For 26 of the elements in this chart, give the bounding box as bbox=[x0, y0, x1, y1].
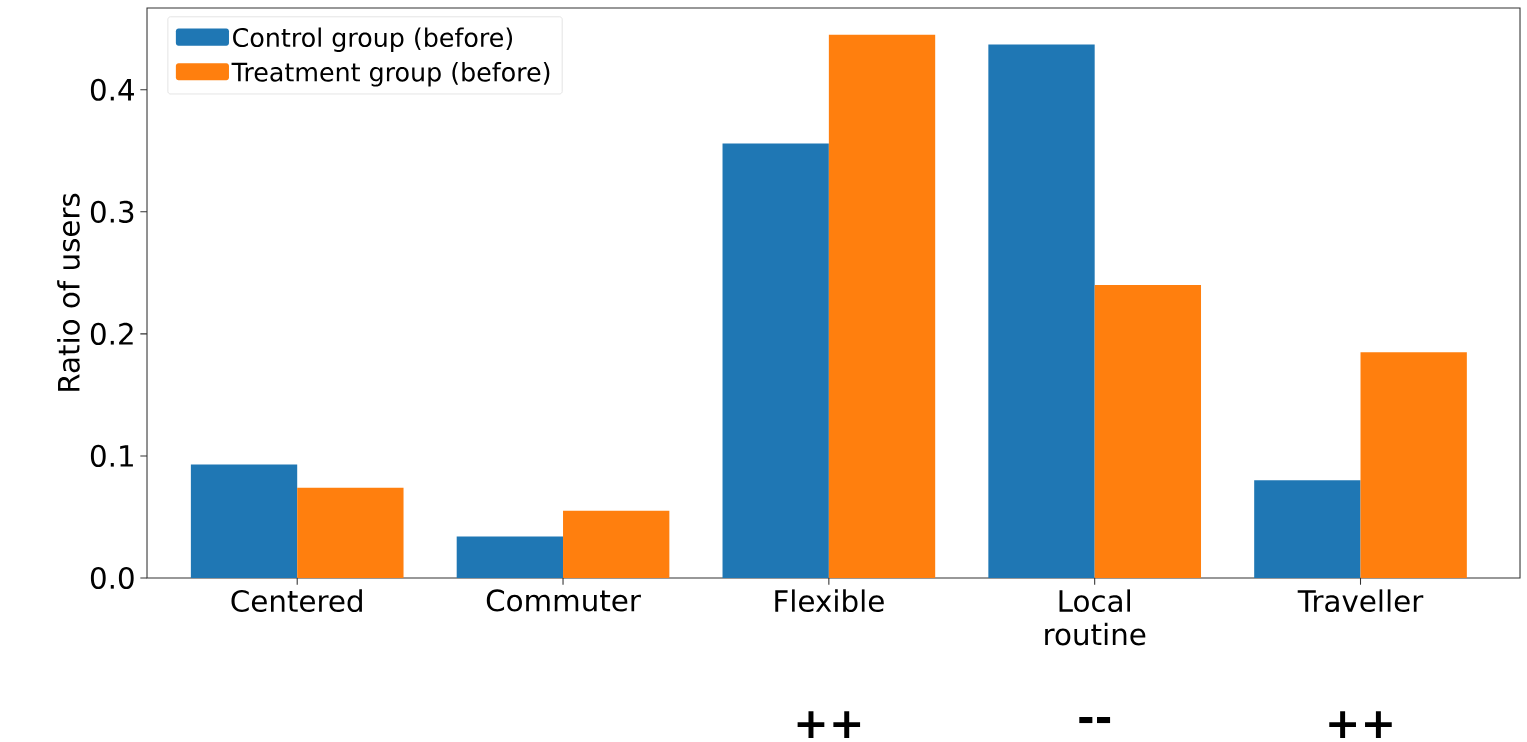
text: -- bbox=[1079, 716, 1111, 723]
legend-label: Control group (before) bbox=[233, 27, 513, 52]
x-tick-label: Traveller bbox=[1297, 589, 1424, 612]
bar bbox=[988, 44, 1095, 578]
y-tick-label: 0.4 bbox=[90, 78, 134, 101]
y-tick-label: 0.0 bbox=[90, 566, 134, 589]
text: ++ bbox=[797, 711, 861, 738]
bar bbox=[1094, 284, 1202, 578]
bar bbox=[1254, 480, 1361, 578]
text: ++ bbox=[1329, 711, 1392, 738]
bar bbox=[1360, 351, 1467, 578]
legend-label: Treatment group (before) bbox=[231, 61, 550, 87]
y-tick-label: 0.1 bbox=[90, 444, 133, 467]
bar bbox=[190, 464, 298, 578]
x-tick-label: Commuter bbox=[486, 589, 641, 612]
y-tick-label: 0.2 bbox=[90, 322, 133, 345]
bar bbox=[563, 510, 670, 578]
y-axis-title: Ratio of users bbox=[57, 193, 80, 391]
y-tick-label: 0.3 bbox=[90, 200, 134, 223]
bar bbox=[828, 34, 936, 578]
x-tick-label: Local routine bbox=[1045, 589, 1146, 646]
bar bbox=[722, 143, 829, 578]
bar bbox=[456, 536, 564, 578]
x-tick-label: Flexible bbox=[775, 589, 884, 612]
bar bbox=[297, 487, 404, 578]
x-tick-label: Centered bbox=[231, 589, 362, 612]
